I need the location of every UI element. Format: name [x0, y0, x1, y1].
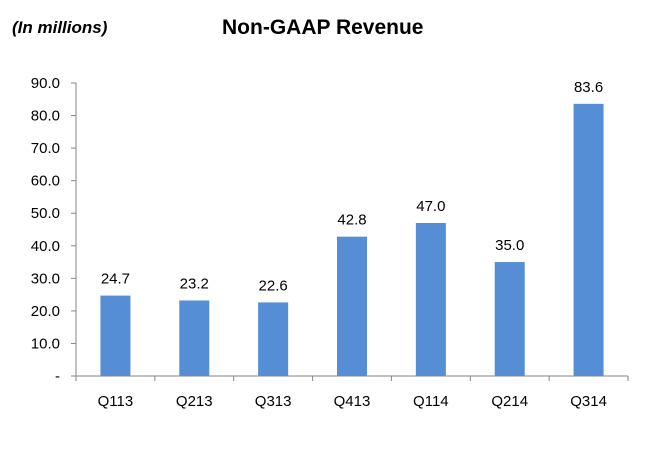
- bar: [258, 302, 289, 376]
- x-tick-label: Q314: [570, 393, 607, 410]
- bar: [179, 300, 210, 376]
- y-tick-label: 10.0: [31, 335, 60, 352]
- x-tick-label: Q214: [491, 393, 528, 410]
- y-tick-label: 40.0: [31, 238, 60, 255]
- y-tick-label: 90.0: [31, 75, 60, 92]
- y-tick-label: 30.0: [31, 270, 60, 287]
- chart-title: Non-GAAP Revenue: [222, 16, 424, 39]
- y-tick-label: 60.0: [31, 173, 60, 190]
- units-note: (In millions): [12, 18, 108, 37]
- y-tick-label: 20.0: [31, 303, 60, 320]
- x-tick-label: Q113: [98, 393, 134, 410]
- y-tick-label: -: [55, 368, 60, 385]
- x-tick-label: Q213: [176, 393, 213, 410]
- data-label: 83.6: [574, 79, 603, 96]
- data-label: 22.6: [259, 277, 288, 294]
- data-label: 47.0: [416, 198, 445, 215]
- bar: [100, 295, 131, 376]
- y-tick-label: 50.0: [31, 205, 60, 222]
- bar: [337, 236, 367, 376]
- x-tick-label: Q413: [334, 393, 371, 410]
- bar: [573, 103, 604, 376]
- y-tick-label: 70.0: [31, 140, 60, 157]
- x-tick-label: Q114: [413, 393, 449, 410]
- data-label: 42.8: [337, 212, 366, 229]
- bar: [494, 262, 525, 376]
- data-label: 24.7: [101, 271, 130, 288]
- y-tick-label: 80.0: [31, 108, 60, 125]
- bar: [415, 222, 446, 376]
- data-label: 35.0: [495, 237, 524, 254]
- x-tick-label: Q313: [255, 393, 292, 410]
- data-label: 23.2: [180, 275, 209, 292]
